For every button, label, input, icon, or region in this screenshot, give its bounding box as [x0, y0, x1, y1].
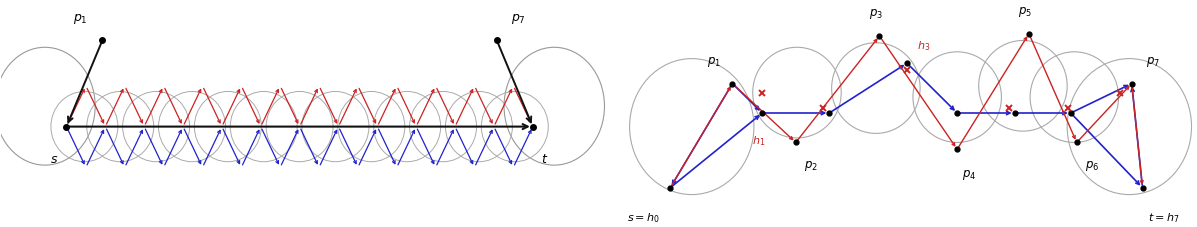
Text: $p_3$: $p_3$: [869, 7, 883, 21]
Text: $p_2$: $p_2$: [804, 158, 819, 172]
Text: $p_1$: $p_1$: [707, 55, 722, 69]
Text: $s = h_0$: $s = h_0$: [627, 210, 661, 224]
Text: $p_6$: $p_6$: [1086, 158, 1099, 172]
Text: $p_4$: $p_4$: [962, 168, 977, 181]
Text: $s$: $s$: [50, 152, 59, 165]
Text: $h_1$: $h_1$: [752, 134, 765, 148]
Text: $p_5$: $p_5$: [1019, 5, 1032, 19]
Text: $p_7$: $p_7$: [511, 12, 525, 26]
Text: $p_1$: $p_1$: [73, 12, 89, 26]
Text: $t$: $t$: [541, 152, 548, 165]
Text: $t = h_7$: $t = h_7$: [1148, 210, 1180, 224]
Text: $p_7$: $p_7$: [1147, 55, 1160, 69]
Text: $h_3$: $h_3$: [917, 39, 930, 53]
